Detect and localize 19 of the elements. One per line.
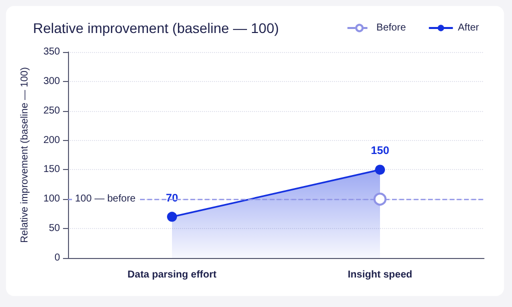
chart-title: Relative improvement (baseline — 100) [33, 20, 279, 36]
data-label: 150 [370, 145, 390, 158]
y-tick-label: 0 [54, 252, 60, 264]
y-tick-label: 200 [43, 134, 60, 146]
y-tick-label: 250 [43, 105, 60, 116]
y-tick-label: 350 [43, 46, 60, 58]
legend-label: Before [376, 22, 406, 34]
point [167, 212, 177, 222]
y-tick-label: 150 [43, 164, 60, 176]
point [375, 164, 385, 175]
y-axis-title: Relative improvement (baseline — 100) [20, 67, 30, 243]
legend-label: After [458, 22, 480, 34]
y-tick-label: 100 [43, 194, 60, 205]
x-tick-label: Insight speed [348, 270, 412, 280]
x-tick-label: Data parsing effort [128, 270, 218, 280]
y-tick-label: 300 [43, 76, 60, 87]
point [374, 192, 386, 206]
y-tick-label: 50 [48, 223, 60, 234]
ref-line-label: 100 — before [75, 194, 136, 205]
